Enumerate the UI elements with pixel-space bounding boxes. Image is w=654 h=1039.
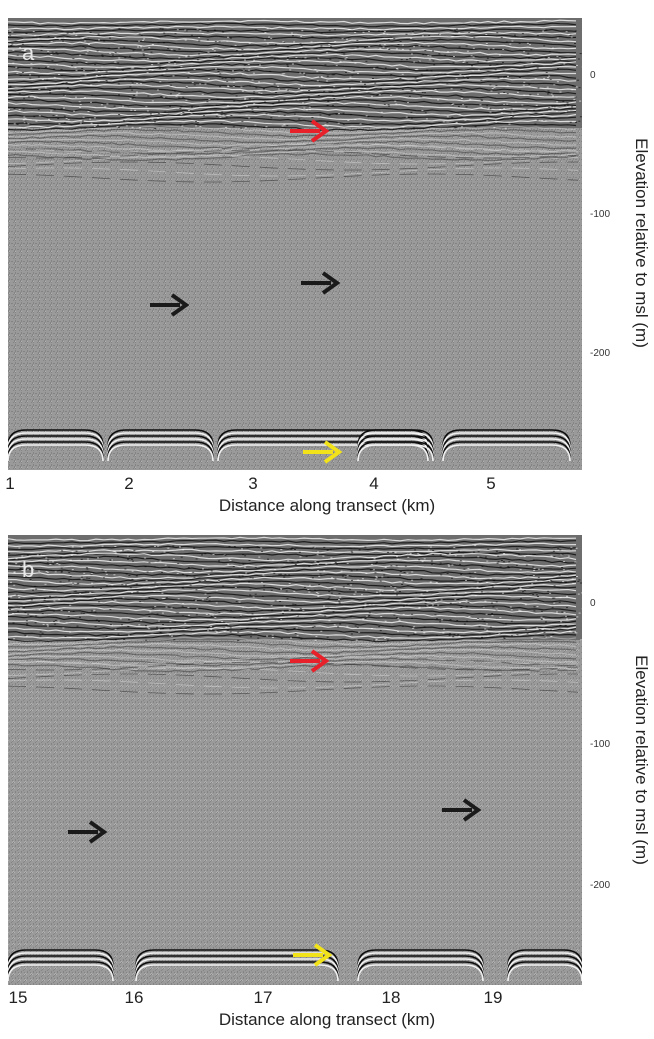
y-tick-a-2: -200 bbox=[590, 348, 611, 359]
panel-letter-b: b bbox=[22, 557, 35, 582]
x-tick-b-2: 17 bbox=[253, 988, 273, 1007]
x-tick-b-1: 16 bbox=[124, 988, 144, 1007]
speckle-texture bbox=[8, 28, 582, 129]
x-axis-label-b: Distance along transect (km) bbox=[218, 1010, 436, 1029]
x-tick-a-2: 3 bbox=[248, 474, 258, 493]
yellow-arrow bbox=[303, 440, 343, 464]
x-axis-ticks-b: 15 16 17 18 19 bbox=[8, 988, 582, 1008]
y-tick-b-1: -100 bbox=[590, 739, 611, 750]
y-axis-label-a: Elevation relative to msl (m) bbox=[632, 138, 651, 348]
black-arrow bbox=[301, 271, 341, 295]
x-axis-ticks-a: 1 2 3 4 5 bbox=[5, 474, 582, 494]
yellow-arrow bbox=[293, 943, 333, 967]
x-tick-a-1: 2 bbox=[124, 474, 134, 493]
annotation-arrows bbox=[68, 649, 482, 967]
radargram-panel-a: a bbox=[8, 18, 582, 470]
surface-reflections bbox=[8, 535, 582, 673]
internal-layers bbox=[8, 143, 579, 183]
y-axis-ticks-a: 0 -100 -200 bbox=[590, 18, 630, 470]
y-axis-label-b: Elevation relative to msl (m) bbox=[632, 655, 651, 865]
surface-reflections bbox=[8, 18, 582, 162]
bed-reflections bbox=[8, 949, 582, 982]
radargram-image-a bbox=[8, 18, 582, 470]
red-arrow bbox=[290, 649, 330, 673]
speckle-texture bbox=[8, 545, 582, 641]
y-tick-a-0: 0 bbox=[590, 70, 596, 81]
radargram-image-b bbox=[8, 535, 582, 985]
y-tick-b-0: 0 bbox=[590, 598, 596, 609]
internal-layers bbox=[8, 655, 579, 695]
y-tick-b-2: -200 bbox=[590, 880, 611, 891]
x-tick-a-0: 1 bbox=[5, 474, 15, 493]
x-tick-a-3: 4 bbox=[369, 474, 379, 493]
red-arrow bbox=[290, 119, 330, 143]
x-tick-b-4: 19 bbox=[483, 988, 503, 1007]
y-axis-ticks-b: 0 -100 -200 bbox=[590, 535, 630, 985]
black-arrow bbox=[150, 293, 190, 317]
bed-reflections bbox=[8, 429, 571, 462]
radargram-panel-b: b bbox=[8, 535, 582, 985]
black-arrow bbox=[68, 820, 108, 844]
x-tick-b-3: 18 bbox=[381, 988, 401, 1007]
annotation-arrows bbox=[150, 119, 343, 464]
x-tick-b-0: 15 bbox=[8, 988, 28, 1007]
x-axis-label-a: Distance along transect (km) bbox=[218, 496, 436, 515]
black-arrow bbox=[442, 798, 482, 822]
panel-letter-a: a bbox=[22, 40, 35, 65]
x-tick-a-4: 5 bbox=[486, 474, 496, 493]
y-tick-a-1: -100 bbox=[590, 209, 611, 220]
